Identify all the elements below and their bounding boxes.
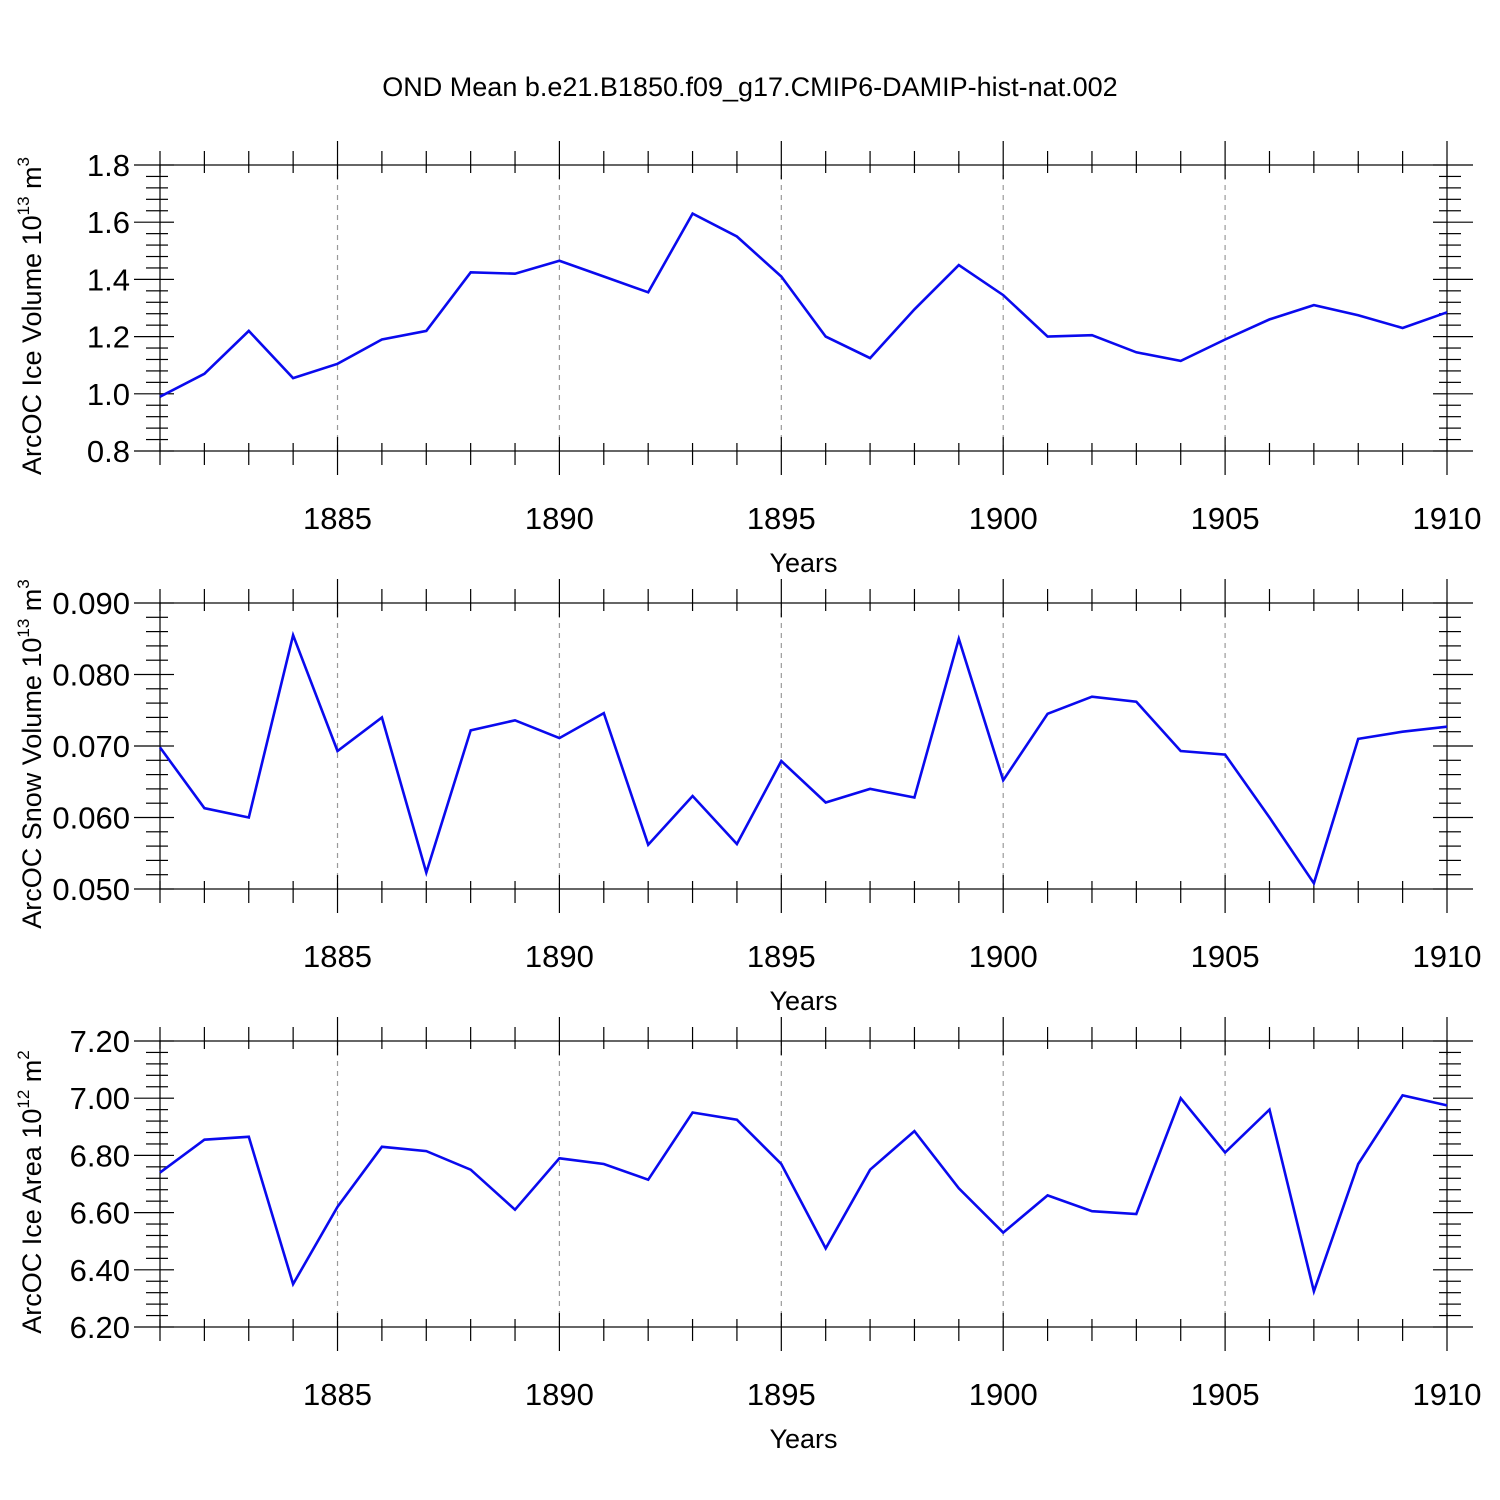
panels: 0.8 1.0 1.2 1.4 1.6 1.8 1885 1890 1895 1900 1905 19… xyxy=(14,141,1481,1454)
y-tick-label: 0.080 xyxy=(52,658,130,693)
y-tick-label: 6.20 xyxy=(70,1310,130,1345)
y-tick-label: 1.6 xyxy=(87,205,130,240)
x-axis-title: Years xyxy=(769,548,837,578)
x-tick-label: 1885 xyxy=(303,1377,372,1412)
x-tick-label: 1895 xyxy=(747,501,816,536)
y-tick-label: 7.20 xyxy=(70,1024,130,1059)
panel-1: 0.8 1.0 1.2 1.4 1.6 1.8 1885 1890 1895 1900 1905 19… xyxy=(14,141,1481,578)
x-tick-label: 1885 xyxy=(303,939,372,974)
plot-frame xyxy=(159,1040,1448,1328)
y-tick-label: 0.8 xyxy=(87,434,130,469)
y-tick-label: 7.00 xyxy=(70,1081,130,1116)
y-tick-label: 6.80 xyxy=(70,1138,130,1173)
panel-3: 6.20 6.40 6.60 6.80 7.00 7.20 1885 1890 1895 1900… xyxy=(14,1017,1481,1454)
x-axis-title: Years xyxy=(769,986,837,1016)
x-tick-label: 1895 xyxy=(747,1377,816,1412)
x-tick-label: 1905 xyxy=(1191,939,1260,974)
x-tick-label: 1910 xyxy=(1413,501,1482,536)
y-tick-label: 1.2 xyxy=(87,320,130,355)
series-line xyxy=(159,1093,1448,1296)
y-axis-title: ArcOC Ice Volume 1013 m3 xyxy=(14,157,47,475)
series-line xyxy=(159,211,1448,398)
x-tick-label: 1900 xyxy=(969,939,1038,974)
y-tick-label: 0.070 xyxy=(52,729,130,764)
y-tick-label: 0.090 xyxy=(52,586,130,621)
y-tick-label: 1.8 xyxy=(87,148,130,183)
y-tick-label: 0.060 xyxy=(52,801,130,836)
panel-2: 0.050 0.060 0.070 0.080 0.090 1885 1890 1895 190… xyxy=(14,579,1481,1016)
plot-frame xyxy=(159,164,1448,452)
x-tick-label: 1890 xyxy=(525,939,594,974)
x-tick-label: 1890 xyxy=(525,1377,594,1412)
y-axis-title: ArcOC Ice Area 1012 m2 xyxy=(14,1050,47,1334)
x-tick-label: 1895 xyxy=(747,939,816,974)
x-tick-label: 1905 xyxy=(1191,501,1260,536)
y-tick-label: 0.050 xyxy=(52,872,130,907)
x-tick-label: 1910 xyxy=(1413,1377,1482,1412)
series-line xyxy=(158,630,1448,887)
y-tick-label: 1.4 xyxy=(87,262,130,297)
chart-title: OND Mean b.e21.B1850.f09_g17.CMIP6-DAMIP… xyxy=(382,72,1117,102)
x-tick-label: 1900 xyxy=(969,1377,1038,1412)
x-axis-title: Years xyxy=(769,1424,837,1454)
y-axis-title: ArcOC Snow Volume 1013 m3 xyxy=(14,579,47,929)
y-tick-label: 1.0 xyxy=(87,377,130,412)
x-tick-label: 1910 xyxy=(1413,939,1482,974)
y-tick-label: 6.60 xyxy=(70,1196,130,1231)
x-tick-label: 1885 xyxy=(303,501,372,536)
x-tick-label: 1890 xyxy=(525,501,594,536)
x-tick-label: 1900 xyxy=(969,501,1038,536)
x-tick-label: 1905 xyxy=(1191,1377,1260,1412)
y-tick-label: 6.40 xyxy=(70,1253,130,1288)
plot-frame xyxy=(159,602,1448,890)
